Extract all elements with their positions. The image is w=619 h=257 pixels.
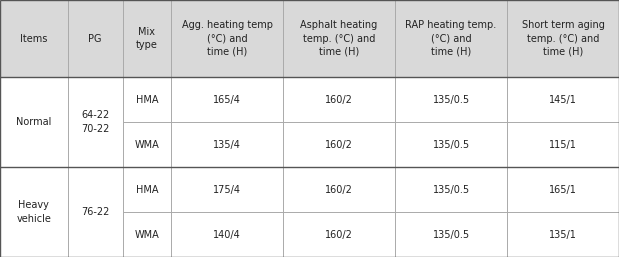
Text: 135/0.5: 135/0.5 (433, 185, 470, 195)
Bar (283, 77, 395, 122)
Bar (395, 77, 507, 122)
Bar (123, 122, 171, 167)
Bar (171, 122, 283, 167)
Text: 135/0.5: 135/0.5 (433, 140, 470, 150)
Text: HMA: HMA (136, 185, 158, 195)
Bar (507, 122, 619, 167)
Bar (123, 0, 171, 77)
Text: Asphalt heating
temp. (°C) and
time (H): Asphalt heating temp. (°C) and time (H) (300, 20, 378, 57)
Text: Mix
type: Mix type (136, 27, 158, 50)
Text: 64-22
70-22: 64-22 70-22 (81, 111, 110, 134)
Bar (123, 212, 171, 257)
Text: Items: Items (20, 34, 48, 43)
Bar (395, 167, 507, 212)
Text: RAP heating temp.
(°C) and
time (H): RAP heating temp. (°C) and time (H) (405, 20, 496, 57)
Text: 165/4: 165/4 (213, 95, 241, 105)
Text: 135/0.5: 135/0.5 (433, 230, 470, 240)
Bar (395, 0, 507, 77)
Text: 76-22: 76-22 (81, 207, 110, 217)
Text: Heavy
vehicle: Heavy vehicle (17, 200, 51, 224)
Bar (507, 77, 619, 122)
Text: PG: PG (89, 34, 102, 43)
Bar (283, 212, 395, 257)
Text: 135/0.5: 135/0.5 (433, 95, 470, 105)
Bar (283, 122, 395, 167)
Bar (171, 77, 283, 122)
Text: 140/4: 140/4 (213, 230, 241, 240)
Bar (283, 0, 395, 77)
Bar (395, 212, 507, 257)
Text: 135/4: 135/4 (213, 140, 241, 150)
Text: HMA: HMA (136, 95, 158, 105)
Text: 175/4: 175/4 (213, 185, 241, 195)
Bar (0, 0, 67, 77)
Bar (0, 167, 67, 257)
Text: 135/1: 135/1 (549, 230, 577, 240)
Text: 145/1: 145/1 (549, 95, 577, 105)
Bar (283, 167, 395, 212)
Text: 160/2: 160/2 (325, 140, 353, 150)
Text: Agg. heating temp
(°C) and
time (H): Agg. heating temp (°C) and time (H) (181, 20, 272, 57)
Bar (123, 77, 171, 122)
Text: 160/2: 160/2 (325, 95, 353, 105)
Bar (171, 0, 283, 77)
Text: WMA: WMA (134, 140, 159, 150)
Bar (507, 0, 619, 77)
Bar (123, 167, 171, 212)
Bar (0, 77, 67, 167)
Bar (507, 212, 619, 257)
Text: WMA: WMA (134, 230, 159, 240)
Bar (507, 167, 619, 212)
Text: 115/1: 115/1 (549, 140, 577, 150)
Text: Normal: Normal (16, 117, 51, 127)
Bar (67, 77, 123, 167)
Bar (67, 167, 123, 257)
Text: 160/2: 160/2 (325, 230, 353, 240)
Text: Short term aging
temp. (°C) and
time (H): Short term aging temp. (°C) and time (H) (522, 20, 604, 57)
Bar (171, 212, 283, 257)
Bar (395, 122, 507, 167)
Text: 160/2: 160/2 (325, 185, 353, 195)
Text: 165/1: 165/1 (549, 185, 577, 195)
Bar (67, 0, 123, 77)
Bar (171, 167, 283, 212)
